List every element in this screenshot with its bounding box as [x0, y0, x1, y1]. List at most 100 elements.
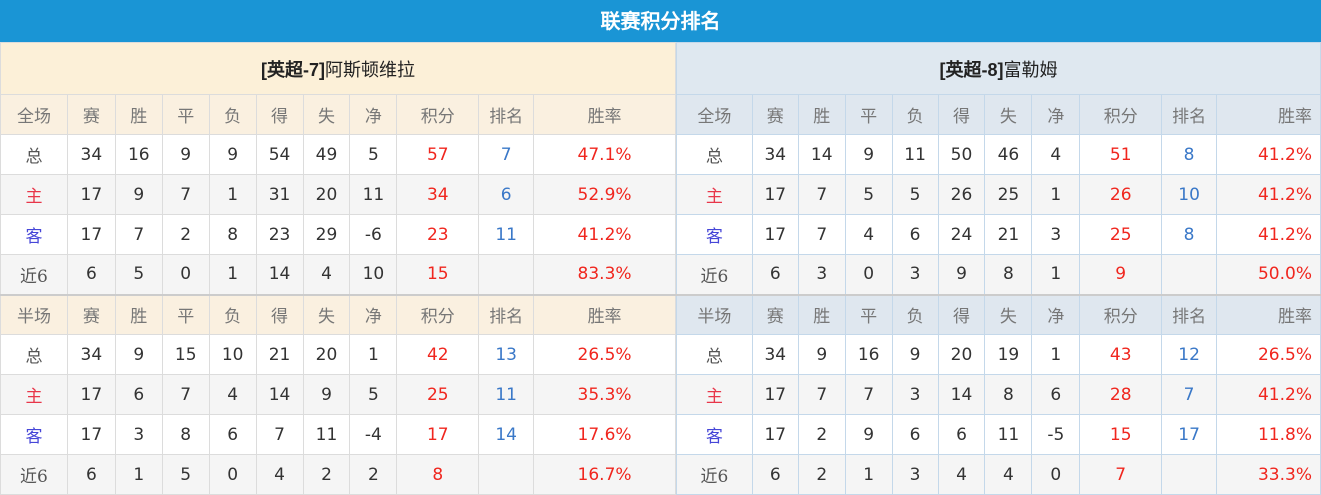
points-cell: 15	[1079, 414, 1163, 455]
played-cell: 17	[66, 374, 116, 415]
drawn-cell: 5	[161, 454, 210, 495]
goals-for-cell: 4	[255, 454, 304, 495]
column-header: 胜率	[1216, 293, 1321, 335]
lost-cell: 8	[208, 214, 257, 255]
points-cell: 7	[1079, 454, 1163, 495]
points-cell: 8	[396, 454, 480, 495]
rank-cell: 6	[478, 174, 535, 215]
column-header: 胜率	[533, 293, 676, 335]
column-header: 胜	[797, 94, 846, 135]
table-row-recent: 近6 6 1 5 0 4 2 2 8 16.7%	[0, 454, 676, 495]
rank-cell: 8	[1161, 134, 1218, 175]
win-rate-cell: 17.6%	[533, 414, 676, 455]
table-row-recent: 近6 6 5 0 1 14 4 10 15 83.3%	[0, 254, 676, 295]
played-cell: 34	[66, 334, 116, 375]
column-header: 赛	[66, 94, 116, 135]
lost-cell: 3	[891, 374, 939, 415]
lost-cell: 1	[208, 174, 257, 215]
goal-diff-cell: 1	[349, 334, 398, 375]
goals-against-cell: 11	[302, 414, 351, 455]
column-header: 赛	[751, 94, 799, 135]
played-cell: 17	[66, 174, 116, 215]
row-label: 客	[675, 214, 753, 255]
half-header-row: 半场赛胜平负得失净积分 排名 胜率	[0, 293, 676, 335]
row-label: 近6	[0, 254, 68, 295]
column-header: 得	[937, 94, 986, 135]
row-label: 近6	[0, 454, 68, 495]
rank-cell: 8	[1161, 214, 1218, 255]
goals-for-cell: 6	[937, 414, 986, 455]
points-cell: 34	[396, 174, 480, 215]
win-rate-cell: 41.2%	[1216, 174, 1321, 215]
column-header: 负	[208, 293, 257, 335]
lost-cell: 10	[208, 334, 257, 375]
full-header-row: 全场赛胜平负得失净积分 排名 胜率	[675, 94, 1321, 135]
lost-cell: 9	[208, 134, 257, 175]
rank-cell: 10	[1161, 174, 1218, 215]
lost-cell: 6	[208, 414, 257, 455]
drawn-cell: 0	[161, 254, 210, 295]
column-header: 净	[1031, 94, 1081, 135]
goals-for-cell: 31	[255, 174, 304, 215]
table-row-total: 总 34 16 9 9 54 49 5 57 7 47.1%	[0, 134, 676, 175]
column-header: 失	[984, 293, 1033, 335]
played-cell: 6	[66, 454, 116, 495]
goals-against-cell: 49	[302, 134, 351, 175]
section-label: 半场	[0, 293, 68, 335]
team-name[interactable]: [英超-7]阿斯顿维拉	[0, 42, 676, 95]
goal-diff-cell: 10	[349, 254, 398, 295]
column-header: 胜率	[533, 94, 676, 135]
win-rate-cell: 41.2%	[1216, 374, 1321, 415]
goals-against-cell: 8	[984, 254, 1033, 295]
win-rate-cell: 50.0%	[1216, 254, 1321, 295]
goal-diff-cell: 5	[349, 374, 398, 415]
column-header: 排名	[478, 94, 535, 135]
column-header: 积分	[1079, 94, 1163, 135]
drawn-cell: 5	[844, 174, 893, 215]
points-cell: 42	[396, 334, 480, 375]
section-label: 全场	[0, 94, 68, 135]
row-label: 客	[675, 414, 753, 455]
won-cell: 3	[797, 254, 846, 295]
goals-for-cell: 14	[255, 374, 304, 415]
won-cell: 9	[114, 174, 163, 215]
rank-cell	[478, 454, 535, 495]
drawn-cell: 2	[161, 214, 210, 255]
column-header: 积分	[396, 293, 480, 335]
win-rate-cell: 26.5%	[533, 334, 676, 375]
column-header: 得	[937, 293, 986, 335]
rank-cell	[478, 254, 535, 295]
column-header: 负	[208, 94, 257, 135]
home-team-standings: [英超-7]阿斯顿维拉 全场赛胜平负得失净积分 排名 胜率总 34 16 9 9 54 49 5 57…	[0, 42, 676, 495]
drawn-cell: 1	[844, 454, 893, 495]
lost-cell: 3	[891, 254, 939, 295]
column-header: 失	[984, 94, 1033, 135]
won-cell: 14	[797, 134, 846, 175]
won-cell: 5	[114, 254, 163, 295]
row-label: 主	[0, 174, 68, 215]
row-label: 主	[675, 374, 753, 415]
table-row-total: 总 34 14 9 11 50 46 4 51 8 41.2%	[675, 134, 1321, 175]
goal-diff-cell: 1	[1031, 254, 1081, 295]
rank-cell	[1161, 454, 1218, 495]
column-header: 平	[844, 94, 893, 135]
row-label: 主	[0, 374, 68, 415]
won-cell: 7	[797, 174, 846, 215]
played-cell: 17	[66, 414, 116, 455]
won-cell: 9	[114, 334, 163, 375]
rank-cell: 11	[478, 374, 535, 415]
column-header: 排名	[478, 293, 535, 335]
goals-against-cell: 20	[302, 334, 351, 375]
drawn-cell: 8	[161, 414, 210, 455]
column-header: 积分	[396, 94, 480, 135]
table-row-recent: 近6 6 2 1 3 4 4 0 7 33.3%	[675, 454, 1321, 495]
goals-for-cell: 20	[937, 334, 986, 375]
played-cell: 34	[66, 134, 116, 175]
rank-cell: 17	[1161, 414, 1218, 455]
played-cell: 6	[66, 254, 116, 295]
drawn-cell: 9	[161, 134, 210, 175]
lost-cell: 6	[891, 214, 939, 255]
played-cell: 17	[751, 174, 799, 215]
goal-diff-cell: 1	[1031, 174, 1081, 215]
team-name[interactable]: [英超-8]富勒姆	[675, 42, 1321, 95]
